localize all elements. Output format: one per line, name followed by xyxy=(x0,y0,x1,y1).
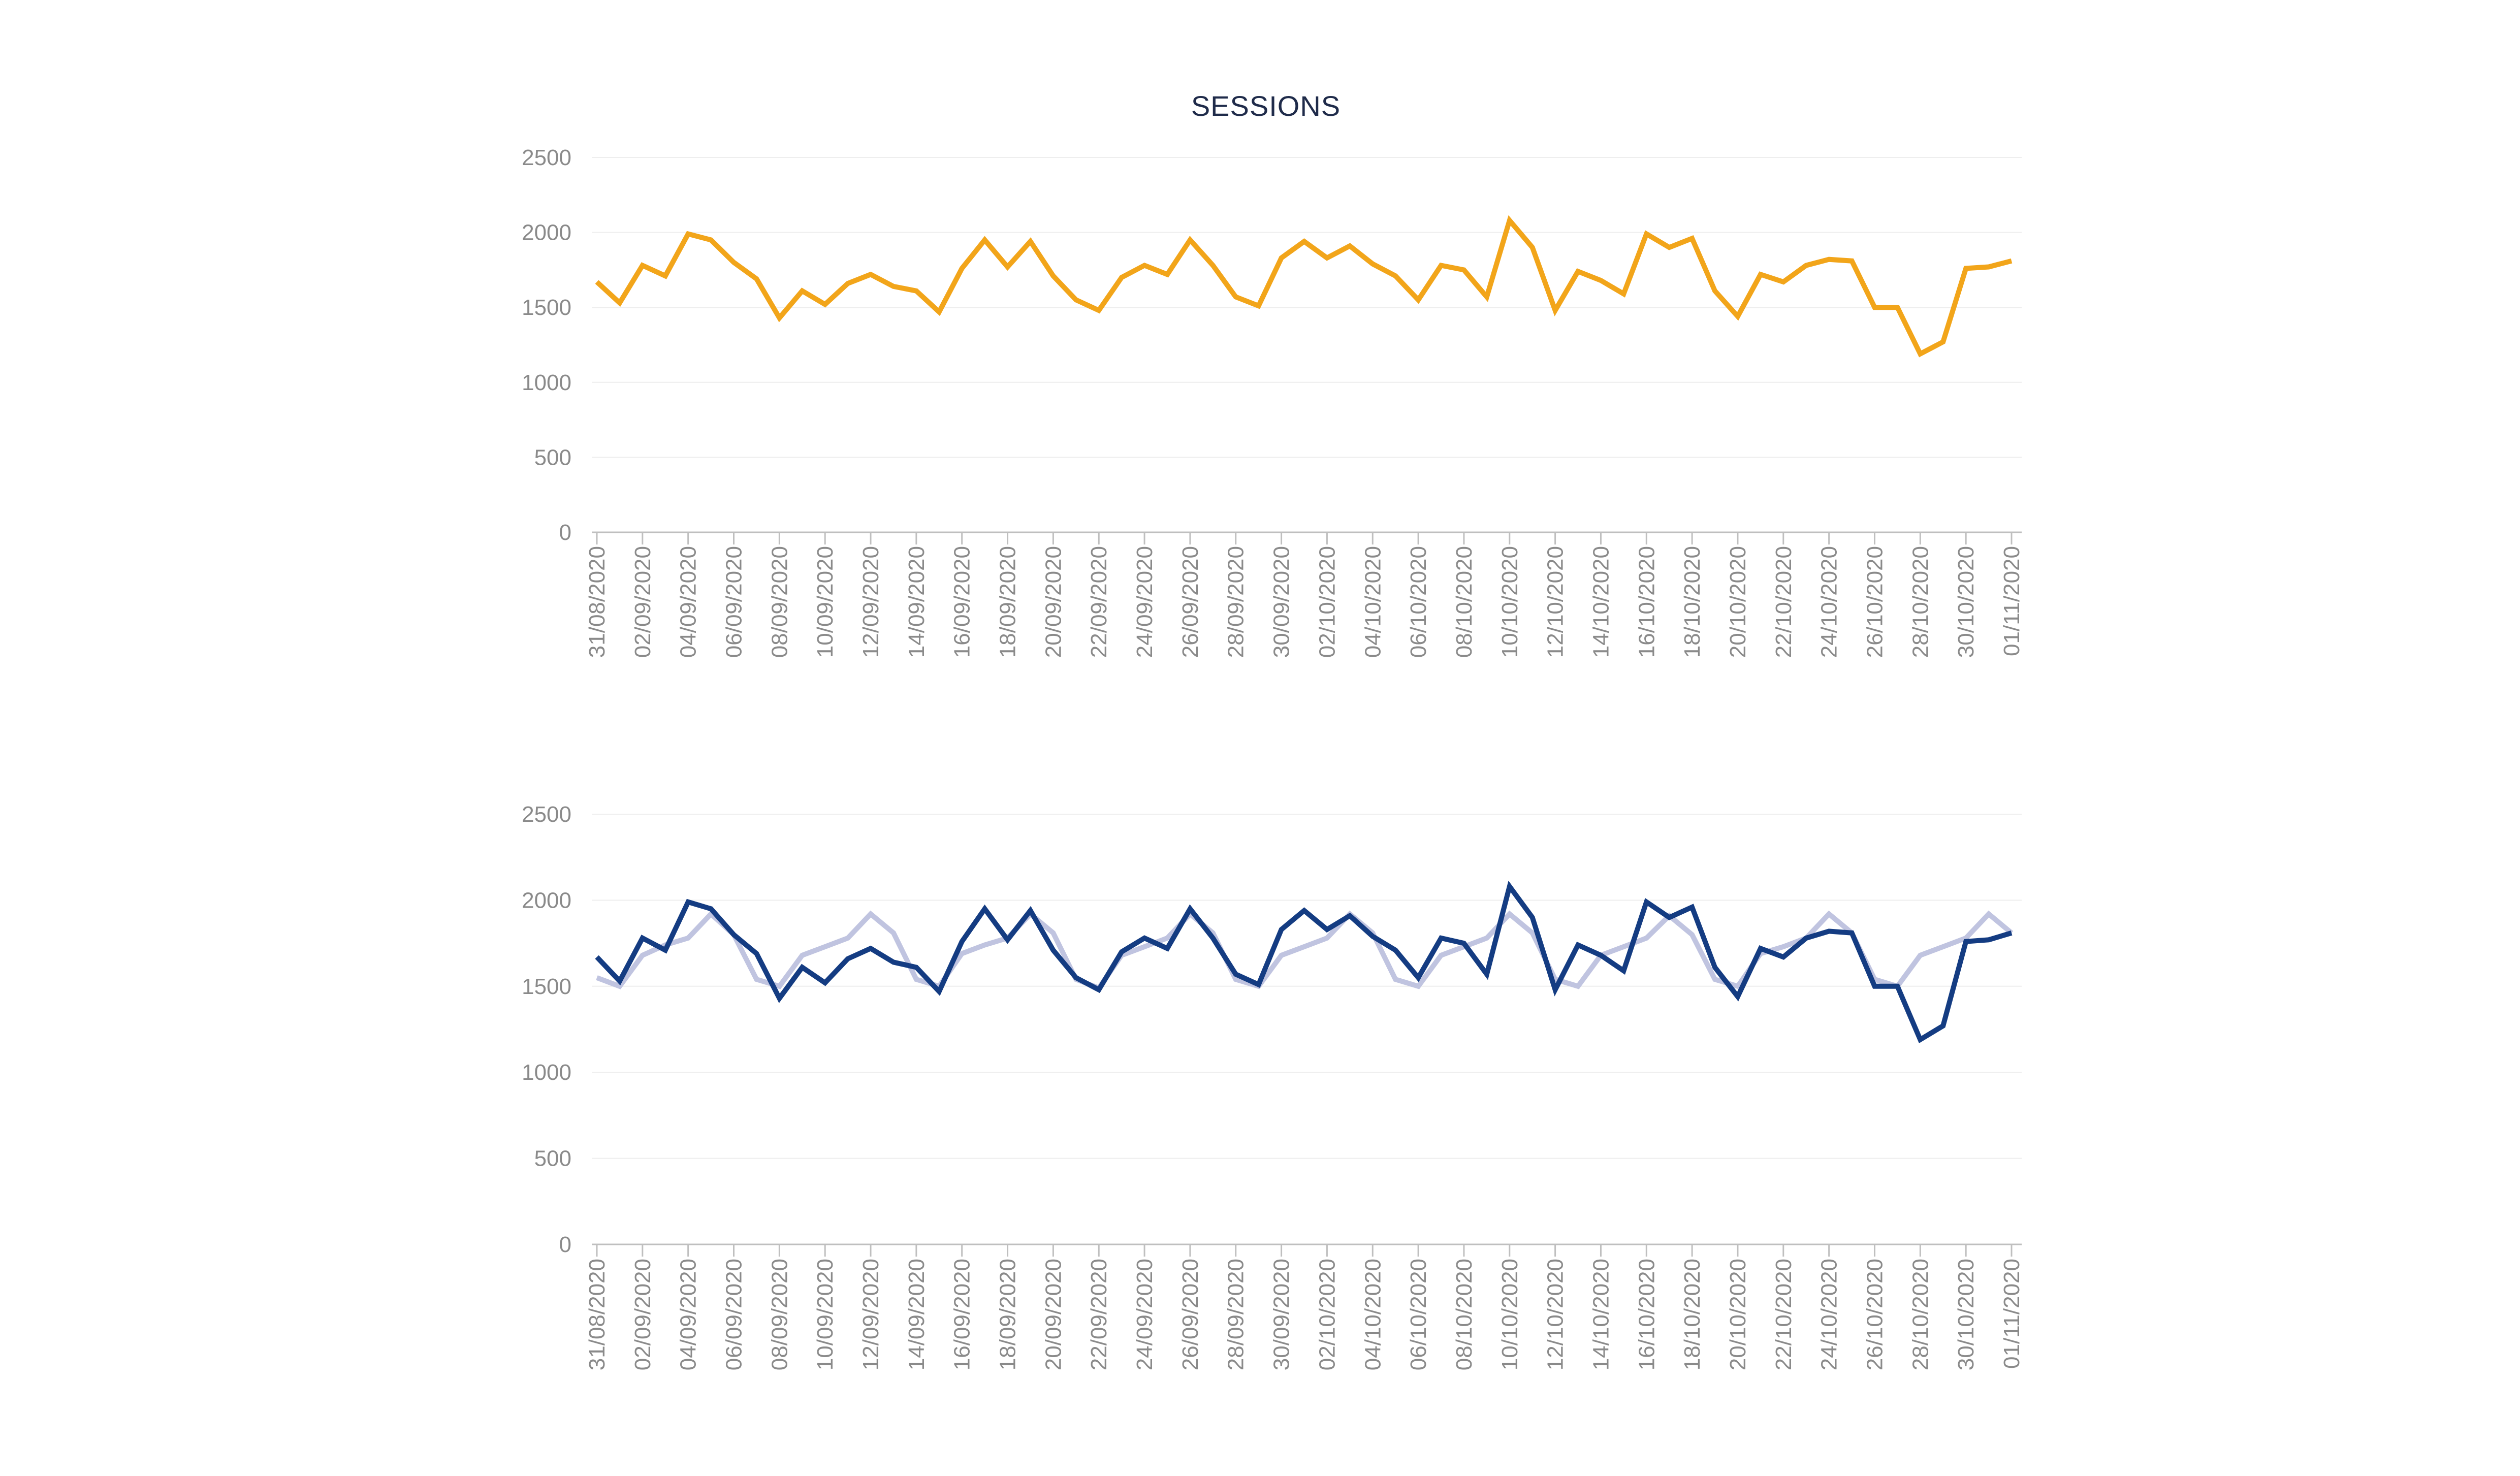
x-tick-label: 06/10/2020 xyxy=(1406,1259,1431,1370)
x-tick-label: 31/08/2020 xyxy=(585,546,610,658)
x-tick-label: 16/09/2020 xyxy=(950,546,975,658)
y-tick-label: 0 xyxy=(559,520,571,545)
y-tick-label: 500 xyxy=(534,1146,571,1171)
x-tick-label: 31/08/2020 xyxy=(585,1259,610,1370)
series-line xyxy=(595,880,2013,1044)
x-tick-label: 24/10/2020 xyxy=(1817,1259,1842,1370)
x-tick-label: 26/09/2020 xyxy=(1178,1259,1203,1370)
x-tick-label: 12/10/2020 xyxy=(1543,1259,1568,1370)
x-tick-label: 06/09/2020 xyxy=(722,1259,747,1370)
x-tick-label: 12/10/2020 xyxy=(1543,546,1568,658)
x-tick-label: 10/09/2020 xyxy=(813,1259,838,1370)
x-tick-label: 26/10/2020 xyxy=(1862,1259,1887,1370)
x-tick-label: 30/09/2020 xyxy=(1269,546,1294,658)
x-tick-label: 16/10/2020 xyxy=(1634,546,1659,658)
x-tick-label: 20/10/2020 xyxy=(1726,546,1750,658)
x-tick-label: 02/09/2020 xyxy=(630,1259,655,1370)
y-tick-label: 2500 xyxy=(522,802,571,827)
x-tick-label: 02/10/2020 xyxy=(1315,1259,1339,1370)
x-tick-label: 04/10/2020 xyxy=(1360,1259,1385,1370)
x-tick-label: 14/10/2020 xyxy=(1588,546,1613,658)
y-tick-label: 1000 xyxy=(522,1060,571,1085)
x-tick-label: 22/09/2020 xyxy=(1087,1259,1111,1370)
x-tick-label: 18/09/2020 xyxy=(996,1259,1020,1370)
x-tick-label: 24/09/2020 xyxy=(1132,546,1157,658)
x-tick-label: 30/09/2020 xyxy=(1269,1259,1294,1370)
y-tick-label: 500 xyxy=(534,445,571,470)
series-line xyxy=(596,910,2014,991)
x-tick-label: 16/10/2020 xyxy=(1634,1259,1659,1370)
y-tick-label: 0 xyxy=(559,1232,571,1257)
x-tick-label: 24/09/2020 xyxy=(1132,1259,1157,1370)
x-tick-label: 30/10/2020 xyxy=(1954,546,1979,658)
x-tick-label: 08/09/2020 xyxy=(767,546,792,658)
x-tick-label: 02/09/2020 xyxy=(630,546,655,658)
x-tick-label: 10/09/2020 xyxy=(813,546,838,658)
x-tick-label: 18/10/2020 xyxy=(1680,1259,1705,1370)
y-tick-label: 2000 xyxy=(522,220,571,245)
x-tick-label: 26/10/2020 xyxy=(1862,546,1887,658)
x-tick-label: 20/09/2020 xyxy=(1041,1259,1066,1370)
sessions-comparison-chart: 0 500 1000 1500 2000 2500 31/08/2020 02/09/2020… xyxy=(522,802,2024,1370)
x-tick-label: 28/09/2020 xyxy=(1224,546,1249,658)
x-tick-label: 10/10/2020 xyxy=(1497,1259,1522,1370)
x-tick-label: 20/10/2020 xyxy=(1726,1259,1750,1370)
x-tick-label: 28/10/2020 xyxy=(1908,546,1933,658)
x-tick-label: 14/10/2020 xyxy=(1588,1259,1613,1370)
sessions-chart: SESSIONS 0 500 1000 1500 2000 2500 31/08/2020 0… xyxy=(522,90,2024,658)
x-tick-label: 18/09/2020 xyxy=(996,546,1020,658)
y-tick-label: 1500 xyxy=(522,974,571,999)
x-tick-label: 02/10/2020 xyxy=(1315,546,1339,658)
x-tick-label: 22/09/2020 xyxy=(1087,546,1111,658)
x-tick-label: 28/09/2020 xyxy=(1224,1259,1249,1370)
chart-title: SESSIONS xyxy=(1191,90,1341,122)
x-tick-label: 22/10/2020 xyxy=(1771,1259,1796,1370)
series-line xyxy=(595,215,2013,358)
x-tick-label: 12/09/2020 xyxy=(858,1259,883,1370)
x-tick-label: 24/10/2020 xyxy=(1817,546,1842,658)
x-tick-label: 22/10/2020 xyxy=(1771,546,1796,658)
x-tick-label: 04/09/2020 xyxy=(676,546,701,658)
x-tick-label: 10/10/2020 xyxy=(1497,546,1522,658)
x-tick-label: 18/10/2020 xyxy=(1680,546,1705,658)
x-tick-label: 16/09/2020 xyxy=(950,1259,975,1370)
x-tick-label: 20/09/2020 xyxy=(1041,546,1066,658)
x-tick-label: 04/10/2020 xyxy=(1360,546,1385,658)
x-tick-label: 14/09/2020 xyxy=(904,546,929,658)
x-tick-label: 04/09/2020 xyxy=(676,1259,701,1370)
x-tick-label: 06/09/2020 xyxy=(722,546,747,658)
x-tick-label: 08/10/2020 xyxy=(1452,1259,1477,1370)
x-tick-label: 30/10/2020 xyxy=(1954,1259,1979,1370)
x-tick-label: 12/09/2020 xyxy=(858,546,883,658)
x-tick-label: 14/09/2020 xyxy=(904,1259,929,1370)
x-tick-label: 28/10/2020 xyxy=(1908,1259,1933,1370)
y-tick-label: 1500 xyxy=(522,295,571,320)
x-tick-label: 08/10/2020 xyxy=(1452,546,1477,658)
y-tick-label: 2000 xyxy=(522,888,571,913)
x-tick-label: 06/10/2020 xyxy=(1406,546,1431,658)
y-tick-label: 1000 xyxy=(522,370,571,395)
x-tick-label: 01/11/2020 xyxy=(1999,1259,2024,1369)
x-tick-label: 01/11/2020 xyxy=(1999,546,2024,656)
y-tick-label: 2500 xyxy=(522,145,571,170)
x-tick-label: 08/09/2020 xyxy=(767,1259,792,1370)
x-tick-label: 26/09/2020 xyxy=(1178,546,1203,658)
